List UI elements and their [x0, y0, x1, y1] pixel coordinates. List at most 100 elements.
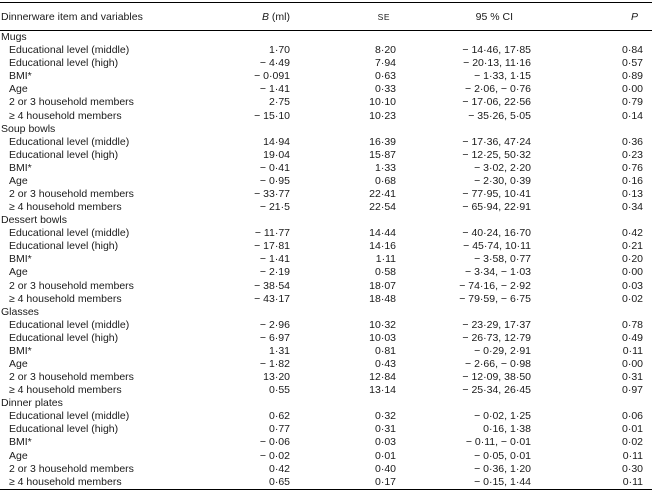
ci-value: − 2·06, − 0·76: [465, 83, 531, 96]
table-row: BMI* − 1·41 1·11 − 3·58, 0·77 0·20: [0, 253, 652, 266]
row-label: Educational level (middle): [9, 318, 130, 331]
group-row: Mugs: [0, 31, 652, 45]
table-row: Age − 1·41 0·33 − 2·06, − 0·76 0·00: [0, 83, 652, 96]
row-label: Age: [9, 449, 28, 462]
p-value: 0·20: [621, 253, 643, 266]
se-value: 1·11: [375, 253, 396, 266]
row-label: Age: [9, 266, 28, 279]
b-value: − 0·95: [259, 174, 290, 187]
table-row: Age − 0·02 0·01 − 0·05, 0·01 0·11: [0, 450, 652, 463]
row-label: Educational level (middle): [9, 44, 130, 57]
b-value: − 11·77: [254, 227, 290, 240]
ci-value: − 65·94, 22·91: [462, 201, 531, 214]
group-label: Dessert bowls: [1, 214, 67, 227]
header-item: Dinnerware item and variables: [0, 2, 214, 31]
se-value: 8·20: [374, 44, 396, 57]
ci-value: − 0·29, 2·91: [474, 344, 531, 357]
group-row: Dessert bowls: [0, 214, 652, 227]
ci-value: − 12·09, 38·50: [462, 371, 531, 384]
se-value: 22·41: [369, 187, 396, 200]
se-value: 0·31: [374, 423, 396, 436]
row-label: BMI*: [9, 70, 32, 83]
header-row: Dinnerware item and variables B (ml) SE …: [0, 2, 652, 31]
b-value: − 38·54: [254, 279, 290, 292]
table-row: Age − 2·19 0·58 − 3·34, − 1·03 0·00: [0, 266, 652, 279]
table-row: BMI* − 0·06 0·03 − 0·11, − 0·01 0·02: [0, 436, 652, 449]
se-value: 0·63: [374, 70, 396, 83]
row-label: Educational level (middle): [9, 135, 130, 148]
se-value: 0·40: [374, 462, 396, 475]
row-label: ≥ 4 household members: [9, 384, 122, 397]
se-value: 0·32: [374, 410, 396, 423]
p-value: 0·00: [621, 357, 643, 370]
b-value: − 1·41: [259, 253, 290, 266]
b-value: − 43·17: [254, 292, 290, 305]
se-value: 10·23: [369, 109, 396, 122]
se-value: 1·33: [374, 161, 396, 174]
b-value: − 15·10: [254, 109, 290, 122]
group-row: Dinner plates: [0, 397, 652, 410]
b-value: 2·75: [268, 96, 290, 109]
b-value: − 21·5: [259, 201, 290, 214]
group-row: Glasses: [0, 306, 652, 319]
p-value: 0·49: [621, 331, 643, 344]
b-value: − 17·81: [254, 240, 290, 253]
se-value: 0·33: [374, 83, 396, 96]
ci-value: 0·16, 1·38: [483, 423, 531, 436]
group-label: Mugs: [1, 31, 27, 44]
table-row: Educational level (middle) 1·70 8·20 − 14·4…: [0, 44, 652, 57]
se-value: 14·44: [369, 227, 396, 240]
se-value: 18·48: [369, 292, 396, 305]
se-value: 12·84: [369, 371, 396, 384]
p-value: 0·02: [621, 436, 643, 449]
b-value: − 4·49: [259, 57, 290, 70]
table-row: Educational level (high) 0·77 0·31 0·16, 1·…: [0, 423, 652, 436]
header-ci: 95 % CI: [398, 2, 533, 31]
se-value: 10·32: [369, 318, 396, 331]
p-value: 0·00: [621, 83, 643, 96]
ci-value: − 20·13, 11·16: [463, 57, 531, 70]
ci-value: − 40·24, 16·70: [462, 227, 531, 240]
p-value: 0·14: [621, 109, 643, 122]
table-row: 2 or 3 household members − 38·54 18·07 − 74…: [0, 279, 652, 292]
ci-value: − 0·05, 0·01: [474, 449, 531, 462]
table-row: ≥ 4 household members − 21·5 22·54 − 65·94,…: [0, 201, 652, 214]
table-row: Educational level (middle) 0·62 0·32 − 0·02…: [0, 410, 652, 423]
table-row: 2 or 3 household members 13·20 12·84 − 12·0…: [0, 371, 652, 384]
table-row: Educational level (middle) − 2·96 10·32 − 2…: [0, 319, 652, 332]
ci-value: − 0·15, 1·44: [398, 475, 533, 490]
b-value: 13·20: [263, 371, 290, 384]
group-row: Soup bowls: [0, 123, 652, 136]
p-value: 0·42: [621, 227, 643, 240]
table-row: Educational level (middle) 14·94 16·39 − 17…: [0, 136, 652, 149]
row-label: BMI*: [9, 161, 32, 174]
row-label: 2 or 3 household members: [9, 279, 134, 292]
table-row: BMI* − 0·091 0·63 − 1·33, 1·15 0·89: [0, 70, 652, 83]
ci-value: − 23·29, 17·37: [462, 318, 531, 331]
ci-value: − 3·58, 0·77: [474, 253, 531, 266]
p-value: 0·97: [621, 384, 643, 397]
row-label: Educational level (high): [9, 240, 119, 253]
se-value: 10·03: [369, 331, 396, 344]
header-b-symbol: B: [261, 10, 269, 23]
se-value: 0·58: [374, 266, 396, 279]
ci-value: − 17·36, 47·24: [462, 135, 531, 148]
ci-value: − 1·33, 1·15: [474, 70, 531, 83]
ci-value: − 3·34, − 1·03: [465, 266, 531, 279]
se-value: 0·68: [374, 174, 396, 187]
group-label: Glasses: [1, 305, 39, 318]
ci-value: − 2·30, 0·39: [474, 174, 531, 187]
b-value: − 0·06: [259, 436, 290, 449]
row-label: Age: [9, 174, 28, 187]
row-label: Age: [9, 83, 28, 96]
p-value: 0·01: [621, 423, 643, 436]
header-b: B (ml): [214, 2, 290, 31]
b-value: − 6·97: [259, 331, 290, 344]
p-value: 0·16: [621, 174, 643, 187]
header-p: P: [533, 2, 652, 31]
se-value: 15·87: [369, 148, 396, 161]
se-value: 10·10: [369, 96, 396, 109]
ci-value: − 2·66, − 0·98: [465, 357, 531, 370]
p-value: 0·23: [621, 148, 643, 161]
